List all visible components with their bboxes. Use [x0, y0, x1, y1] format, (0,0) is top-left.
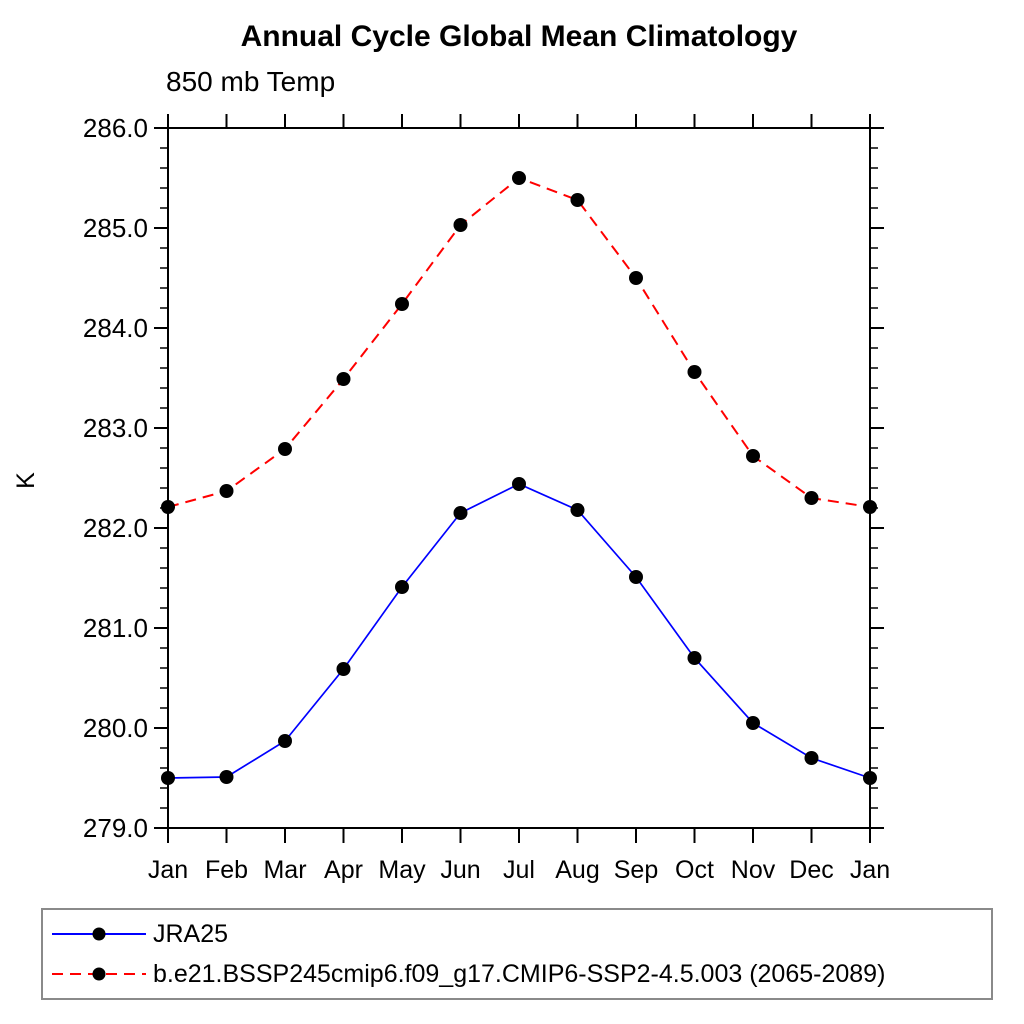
x-tick-label: Nov — [731, 856, 776, 884]
y-tick-label: 279.0 — [83, 813, 148, 843]
x-tick-label: Jun — [440, 856, 480, 884]
data-point-marker — [395, 580, 409, 594]
y-tick-label: 285.0 — [83, 213, 148, 243]
data-point-marker — [161, 771, 175, 785]
x-tick-label: Jan — [148, 856, 188, 884]
data-point-marker — [336, 372, 351, 386]
legend-line-sample — [52, 967, 146, 981]
data-point-marker — [629, 271, 643, 285]
series-line-1 — [167, 176, 871, 508]
chart-subtitle: 850 mb Temp — [166, 66, 336, 97]
y-tick-label: 281.0 — [83, 613, 148, 643]
y-tick-label: 283.0 — [83, 413, 148, 443]
data-point-marker — [161, 500, 175, 514]
data-point-marker — [746, 716, 760, 730]
legend-line-sample — [52, 927, 146, 941]
data-point-marker — [804, 751, 819, 765]
legend-label: b.e21.BSSP245cmip6.f09_g17.CMIP6-SSP2-4.… — [153, 959, 886, 988]
data-point-marker — [570, 503, 585, 517]
data-point-marker — [570, 193, 585, 207]
data-point-marker — [395, 297, 409, 311]
x-tick-label: Aug — [555, 856, 599, 884]
y-tick-label: 280.0 — [83, 713, 148, 743]
data-point-marker — [453, 506, 468, 520]
data-point-marker — [512, 171, 526, 185]
x-tick-label: Apr — [324, 856, 363, 884]
data-point-marker — [863, 771, 877, 785]
data-point-marker — [746, 449, 760, 463]
x-tick-label: Jan — [850, 856, 890, 884]
y-tick-label: 282.0 — [83, 513, 148, 543]
data-point-marker — [687, 365, 702, 379]
data-point-marker — [629, 570, 643, 584]
data-point-marker — [278, 442, 292, 456]
data-point-marker — [863, 500, 877, 514]
x-tick-label: Oct — [675, 856, 714, 884]
x-tick-label: Feb — [205, 856, 248, 884]
data-point-marker — [453, 218, 468, 232]
x-tick-label: Mar — [263, 856, 306, 884]
x-tick-label: Dec — [789, 856, 833, 884]
x-tick-label: Jul — [503, 856, 535, 884]
data-point-marker — [219, 484, 234, 498]
legend-label: JRA25 — [153, 919, 229, 948]
series-line-0 — [167, 483, 871, 779]
data-point-marker — [687, 651, 702, 665]
y-tick-label: 284.0 — [83, 313, 148, 343]
legend-item-model: b.e21.BSSP245cmip6.f09_g17.CMIP6-SSP2-4.… — [47, 960, 885, 988]
data-point-marker — [219, 770, 234, 784]
legend: JRA25 b.e21.BSSP245cmip6.f09_g17.CMIP6-S… — [41, 908, 993, 1000]
plot-area: Jan Feb Mar Apr May Jun Jul Aug Sep Oct Nov Dec Jan2… — [83, 113, 890, 884]
data-point-marker — [512, 477, 526, 491]
data-point-marker — [804, 491, 819, 505]
data-point-marker — [278, 734, 292, 748]
data-point-marker — [336, 662, 351, 676]
legend-item-jra25: JRA25 — [47, 920, 228, 948]
x-tick-label: May — [378, 856, 426, 884]
y-tick-label: 286.0 — [83, 113, 148, 143]
x-tick-label: Sep — [614, 856, 658, 884]
chart-title: Annual Cycle Global Mean Climatology — [240, 20, 798, 53]
